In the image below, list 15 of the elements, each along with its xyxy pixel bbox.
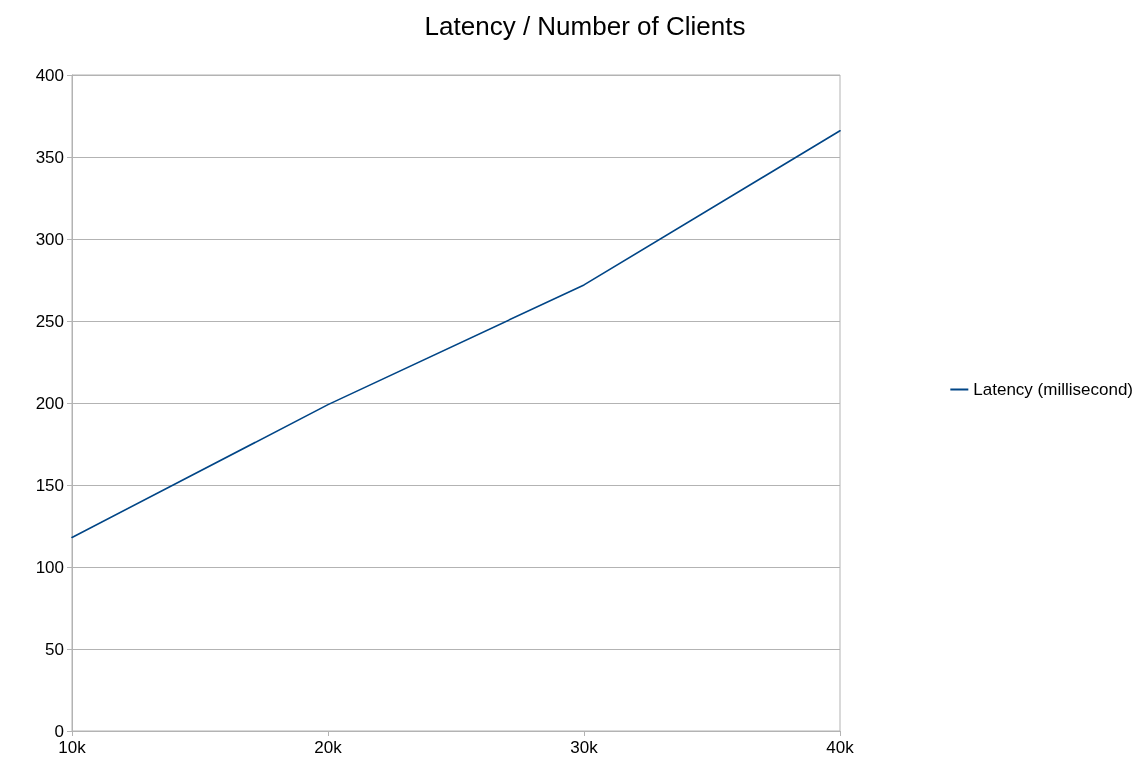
legend-label: Latency (millisecond) <box>973 380 1134 399</box>
y-tick-label: 50 <box>45 639 64 659</box>
y-tick-label: 300 <box>35 229 64 249</box>
x-tick-label: 30k <box>570 738 599 757</box>
x-tick-label: 10k <box>58 738 87 757</box>
y-tick-label: 0 <box>54 721 64 741</box>
y-tick-label: 200 <box>35 393 64 413</box>
y-tick-label: 350 <box>35 147 64 167</box>
y-tick-label: 150 <box>35 475 64 495</box>
y-tick-label: 100 <box>35 557 64 577</box>
y-tick-label: 400 <box>35 65 64 85</box>
x-tick-label: 20k <box>314 738 343 757</box>
chart-title: Latency / Number of Clients <box>424 11 746 41</box>
y-tick-label: 250 <box>35 311 64 331</box>
x-tick-label: 40k <box>826 738 855 757</box>
